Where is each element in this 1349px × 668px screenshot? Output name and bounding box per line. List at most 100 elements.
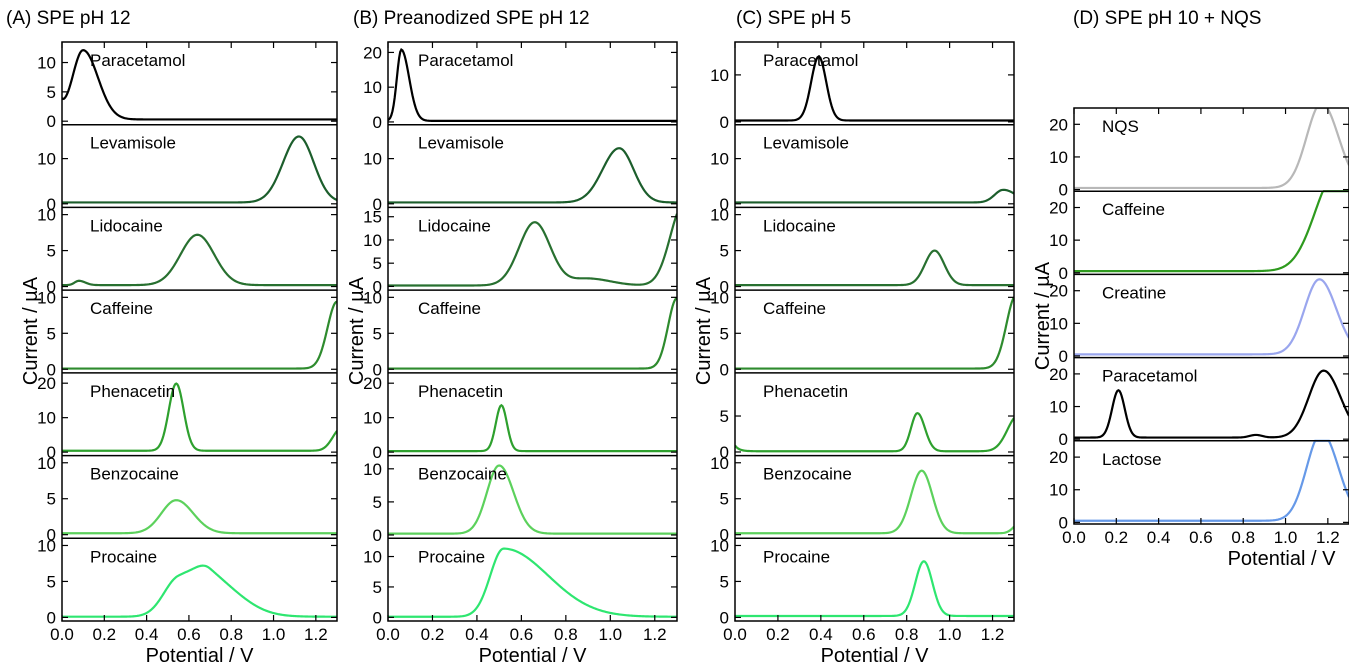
y-tick-label: 20 xyxy=(1049,199,1068,218)
series-line-caffeine xyxy=(62,300,337,370)
series-line-procaine xyxy=(735,560,1014,618)
panel-frame xyxy=(1073,107,1349,525)
series-row-levamisole: Levamisole 0 10 xyxy=(37,123,337,214)
y-tick-label: 0 xyxy=(1059,264,1068,283)
series-line-benzocaine xyxy=(388,464,677,535)
y-axis-label: Current / µA xyxy=(20,276,42,385)
y-tick-label: 0 xyxy=(1059,347,1068,366)
series-row-phenacetin: Phenacetin 0 10 20 xyxy=(37,372,337,462)
x-axis-label: Potential / V xyxy=(146,645,255,667)
x-tick-label: 0.2 xyxy=(421,625,445,644)
y-tick-label: 0 xyxy=(47,360,56,379)
y-tick-label: 5 xyxy=(373,493,382,512)
series-label: Levamisole xyxy=(90,134,176,153)
x-tick-label: 0.4 xyxy=(465,625,489,644)
series-line-paracetamol xyxy=(735,55,1014,122)
series-line-caffeine xyxy=(735,296,1014,370)
series-row-caffeine: Caffeine 0 10 20 xyxy=(1049,190,1349,283)
y-tick-label: 0 xyxy=(1059,430,1068,449)
y-tick-label: 5 xyxy=(373,324,382,343)
y-tick-label: 10 xyxy=(37,150,56,169)
x-tick-label: 0.8 xyxy=(1231,528,1255,547)
y-tick-label: 5 xyxy=(373,578,382,597)
series-row-lidocaine: Lidocaine 0 5 10 xyxy=(37,206,337,297)
y-tick-label: 0 xyxy=(720,360,729,379)
series-line-phenacetin xyxy=(735,411,1014,453)
y-tick-label: 0 xyxy=(720,195,729,214)
series-row-benzocaine: Benzocaine 0 5 10 xyxy=(363,454,677,545)
y-axis-label: Current / µA xyxy=(693,276,715,385)
y-tick-label: 0 xyxy=(373,443,382,462)
series-label: Creatine xyxy=(1102,283,1166,302)
y-tick-label: 10 xyxy=(363,231,382,250)
x-tick-label: 0.8 xyxy=(219,625,243,644)
series-label: Procaine xyxy=(418,547,485,566)
y-tick-label: 5 xyxy=(47,490,56,509)
series-row-nqs: NQS 0 10 20 xyxy=(1049,108,1349,200)
y-tick-label: 10 xyxy=(1049,398,1068,417)
series-row-paracetamol: Paracetamol 0 10 20 xyxy=(1049,356,1349,449)
y-tick-label: 10 xyxy=(1049,148,1068,167)
y-tick-label: 10 xyxy=(710,150,729,169)
series-line-creatine xyxy=(1074,278,1349,356)
x-tick-label: 0.2 xyxy=(766,625,790,644)
series-label: Caffeine xyxy=(1102,200,1165,219)
series-row-paracetamol: Paracetamol 0 10 20 xyxy=(363,43,677,132)
x-tick-label: 0.0 xyxy=(723,625,747,644)
x-tick-label: 0.2 xyxy=(92,625,116,644)
y-tick-label: 10 xyxy=(710,206,729,225)
series-row-procaine: Procaine 0 5 10 xyxy=(710,536,1014,627)
series-line-lidocaine xyxy=(735,249,1014,287)
y-tick-label: 20 xyxy=(1049,282,1068,301)
y-tick-label: 0 xyxy=(373,608,382,627)
x-tick-label: 1.0 xyxy=(1274,528,1298,547)
y-tick-label: 10 xyxy=(710,66,729,85)
y-tick-label: 0 xyxy=(720,526,729,545)
series-label: Caffeine xyxy=(763,299,826,318)
series-row-caffeine: Caffeine 0 5 10 xyxy=(710,288,1014,379)
series-row-phenacetin: Phenacetin 0 5 xyxy=(720,372,1014,462)
y-tick-label: 10 xyxy=(37,454,56,473)
y-tick-label: 5 xyxy=(720,324,729,343)
y-tick-label: 20 xyxy=(1049,115,1068,134)
series-line-caffeine xyxy=(1074,190,1349,273)
y-tick-label: 0 xyxy=(373,526,382,545)
x-tick-label: 0.0 xyxy=(50,625,74,644)
series-row-procaine: Procaine 0 5 10 xyxy=(363,537,677,627)
series-line-benzocaine xyxy=(62,499,337,535)
y-tick-label: 10 xyxy=(1049,314,1068,333)
y-tick-label: 5 xyxy=(47,83,56,102)
x-tick-label: 1.2 xyxy=(981,625,1005,644)
y-tick-label: 15 xyxy=(363,208,382,227)
series-label: Levamisole xyxy=(418,134,504,153)
y-tick-label: 5 xyxy=(720,490,729,509)
y-tick-label: 0 xyxy=(1059,513,1068,532)
x-tick-label: 0.6 xyxy=(1189,528,1213,547)
series-label: Paracetamol xyxy=(418,51,513,70)
series-line-paracetamol xyxy=(62,48,337,121)
y-tick-label: 10 xyxy=(363,460,382,479)
series-label: Phenacetin xyxy=(763,382,848,401)
series-label: Procaine xyxy=(763,547,830,566)
series-row-levamisole: Levamisole 0 10 xyxy=(710,123,1014,214)
y-tick-label: 0 xyxy=(720,278,729,297)
series-label: Caffeine xyxy=(90,299,153,318)
y-tick-label: 10 xyxy=(363,288,382,307)
series-line-paracetamol xyxy=(1074,369,1349,439)
x-tick-label: 1.0 xyxy=(938,625,962,644)
series-label: Phenacetin xyxy=(418,382,503,401)
y-tick-label: 10 xyxy=(710,288,729,307)
y-tick-label: 10 xyxy=(1049,231,1068,250)
series-line-lidocaine xyxy=(388,213,677,287)
series-row-paracetamol: Paracetamol 0 10 xyxy=(710,51,1014,132)
y-tick-label: 5 xyxy=(720,242,729,261)
series-label: Caffeine xyxy=(418,299,481,318)
series-line-phenacetin xyxy=(62,382,337,452)
x-tick-label: 1.0 xyxy=(262,625,286,644)
x-tick-label: 0.0 xyxy=(376,625,400,644)
x-tick-label: 1.2 xyxy=(643,625,667,644)
panel-title: (A) SPE pH 12 xyxy=(6,8,131,29)
